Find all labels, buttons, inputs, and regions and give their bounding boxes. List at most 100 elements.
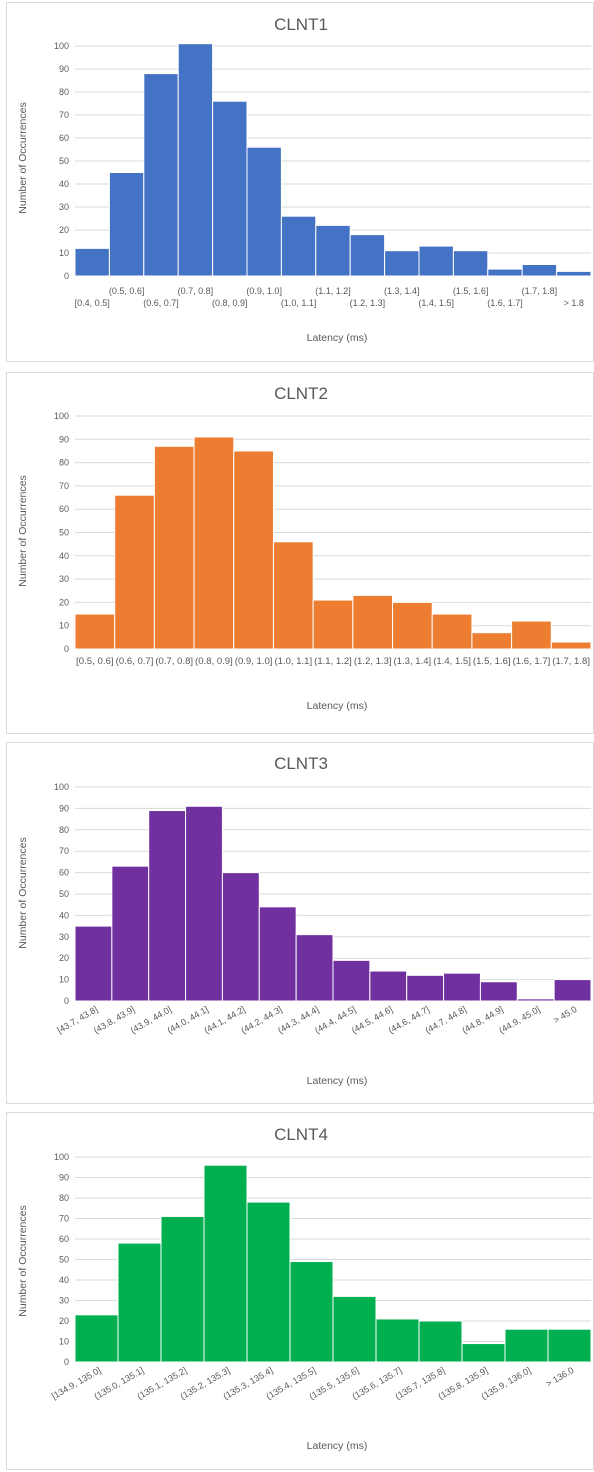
x-tick-label: (44.7, 44.8]	[424, 1004, 468, 1035]
y-axis-label: Number of Occurrences	[17, 1205, 29, 1316]
histogram-bar	[74, 247, 110, 277]
x-tick-label: (1.5, 1.6]	[473, 656, 511, 666]
y-tick-label: 70	[59, 846, 69, 856]
y-tick-label: 100	[54, 41, 69, 51]
x-tick-label: (1.1, 1.2]	[315, 286, 351, 296]
x-tick-label: (44.2, 44.3]	[239, 1004, 283, 1035]
y-tick-label: 70	[59, 481, 69, 491]
histogram-bar	[233, 450, 274, 650]
x-tick-label: (44.9, 45.0]	[497, 1004, 541, 1035]
y-tick-label: 40	[59, 1275, 69, 1285]
y-tick-label: 10	[59, 621, 69, 631]
histogram-bar	[153, 445, 195, 650]
histogram-bar	[148, 810, 187, 1002]
histogram-bar	[143, 73, 179, 277]
x-tick-label: (1.6, 1.7]	[487, 298, 523, 308]
chart-panel-clnt3: CLNT3 0 10 20 30 40 50 60 70 80 90 100 [43.7, 43.8]…	[6, 742, 594, 1104]
y-tick-label: 100	[54, 411, 69, 421]
y-tick-label: 80	[59, 825, 69, 835]
histogram-bar	[185, 805, 223, 1002]
histogram-bar	[117, 1242, 162, 1363]
histogram-bar	[487, 268, 523, 277]
histogram-bar	[312, 599, 354, 650]
x-tick-label: (1.3, 1.4]	[394, 656, 432, 666]
histogram-bar	[193, 436, 235, 650]
histogram-bar	[504, 1328, 549, 1363]
histogram-bar	[160, 1215, 205, 1363]
y-tick-label: 40	[59, 910, 69, 920]
histogram-bar	[111, 865, 150, 1002]
y-tick-label: 60	[59, 504, 69, 514]
histogram-bar	[212, 100, 248, 277]
histogram-bar	[246, 146, 282, 277]
histogram-bar	[461, 1343, 506, 1363]
histogram-bar	[556, 270, 592, 277]
histogram-bar	[479, 981, 518, 1002]
x-tick-label: (1.6, 1.7]	[513, 656, 551, 666]
y-tick-label: 80	[59, 87, 69, 97]
chart-clnt3-svg: CLNT3 0 10 20 30 40 50 60 70 80 90 100 [43.7, 43.8]…	[17, 754, 592, 1087]
histogram-bar	[108, 172, 145, 277]
x-tick-label: (0.8, 0.9]	[195, 656, 233, 666]
x-tick-label: (0.8, 0.9]	[212, 298, 248, 308]
x-tick-label: (1.0, 1.1]	[274, 656, 312, 666]
y-tick-label: 50	[59, 156, 69, 166]
x-tick-label: (1.7, 1.8]	[552, 656, 590, 666]
chart-panel-clnt1: CLNT1 0 10 20 30 40 50 60 70 80 90 100 [0.4, 0.5] (0…	[6, 2, 594, 362]
x-tick-label: (0.7, 0.8]	[155, 656, 193, 666]
histogram-bar	[443, 972, 481, 1002]
y-axis-label: Number of Occurrences	[17, 102, 29, 213]
x-axis-label: Latency (ms)	[307, 332, 368, 344]
y-tick-label: 0	[64, 1357, 69, 1367]
y-tick-label: 40	[59, 551, 69, 561]
histogram-bar	[384, 250, 420, 277]
y-tick-label: 0	[64, 271, 69, 281]
histogram-bar	[74, 925, 113, 1002]
histogram-bar	[511, 620, 552, 650]
y-tick-label: 20	[59, 597, 69, 607]
y-axis-label: Number of Occurrences	[17, 475, 29, 586]
x-tick-label: (1.3, 1.4]	[384, 286, 420, 296]
x-tick-label: (44.0, 44.1]	[166, 1004, 210, 1035]
histogram-bar	[521, 264, 558, 277]
chart-clnt1-svg: CLNT1 0 10 20 30 40 50 60 70 80 90 100 [0.4, 0.5] (0…	[17, 15, 592, 344]
histogram-bar	[418, 1320, 463, 1363]
y-tick-label: 10	[59, 1337, 69, 1347]
x-tick-label: > 45.0	[552, 1004, 579, 1025]
x-tick-label: (1.2, 1.3]	[350, 298, 386, 308]
y-tick-label: 90	[59, 1173, 69, 1183]
histogram-bar	[452, 250, 489, 277]
histogram-bar	[221, 872, 260, 1002]
histogram-bar	[74, 613, 116, 650]
x-tick-label: (0.9, 1.0]	[246, 286, 282, 296]
x-tick-label: (44.3, 44.4]	[276, 1004, 320, 1035]
x-tick-label: (44.1, 44.2]	[202, 1004, 246, 1035]
x-tick-label: (0.7, 0.8]	[178, 286, 214, 296]
histogram-bar	[289, 1261, 334, 1363]
chart-title: CLNT3	[274, 754, 328, 773]
y-tick-label: 60	[59, 133, 69, 143]
x-tick-label: (0.6, 0.7]	[143, 298, 179, 308]
chart-title: CLNT2	[274, 384, 328, 403]
y-axis-label: Number of Occurrences	[17, 837, 29, 948]
y-tick-label: 70	[59, 1214, 69, 1224]
y-tick-label: 20	[59, 953, 69, 963]
histogram-bar	[272, 541, 314, 650]
y-tick-label: 90	[59, 803, 69, 813]
y-tick-label: 60	[59, 1234, 69, 1244]
histogram-bar	[315, 224, 351, 277]
y-tick-label: 20	[59, 225, 69, 235]
y-tick-label: 80	[59, 458, 69, 468]
x-tick-label: (1.0, 1.1]	[281, 298, 317, 308]
histogram-bar	[553, 979, 592, 1002]
histogram-bar	[332, 1295, 377, 1363]
x-tick-label: (1.4, 1.5]	[433, 656, 471, 666]
chart-title: CLNT1	[274, 15, 328, 34]
histogram-bar	[352, 594, 394, 650]
histogram-bar	[471, 632, 513, 650]
histogram-bar	[177, 43, 214, 277]
histogram-bar	[375, 1318, 420, 1363]
x-axis-label: Latency (ms)	[307, 1440, 368, 1452]
histogram-bar	[349, 234, 386, 277]
